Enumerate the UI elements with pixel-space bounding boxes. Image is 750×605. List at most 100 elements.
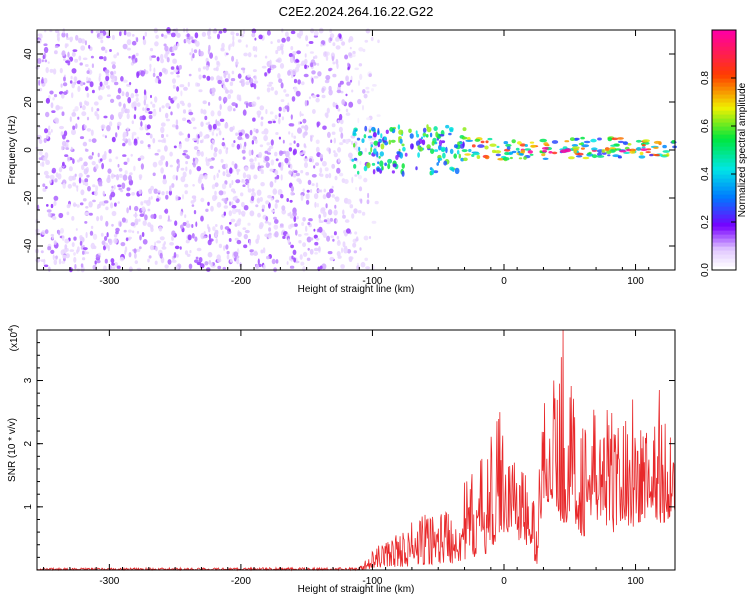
spectrogram-cell	[122, 79, 128, 83]
spectrogram-cell	[331, 185, 334, 189]
spectrogram-cell	[387, 163, 391, 170]
spectrogram-cell	[364, 125, 368, 132]
spectrogram-cell	[210, 110, 215, 117]
spectrogram-cell	[332, 101, 336, 108]
spectrogram-cell	[313, 35, 318, 38]
spectrogram-cell	[161, 139, 166, 143]
colorbar-step	[712, 226, 736, 231]
spectrogram-cell	[191, 39, 195, 44]
spectrogram-cell	[409, 133, 414, 139]
spectrogram-cell	[260, 182, 265, 187]
spectrogram-cell	[288, 170, 293, 175]
spectrogram-cell	[51, 110, 56, 113]
spectrogram-cell	[330, 235, 334, 239]
spectrogram-cell	[288, 131, 291, 135]
spectrogram-cell	[50, 102, 54, 109]
spectrogram-cell	[331, 163, 336, 169]
spectrogram-cell	[148, 111, 153, 115]
spectrogram-cell	[44, 229, 49, 235]
spectrogram-cell	[49, 174, 55, 180]
spectrogram-cell	[379, 151, 384, 157]
spectrogram-cell	[212, 226, 216, 231]
spectrogram-cell	[180, 90, 183, 97]
spectrogram-cell	[249, 249, 255, 253]
spectrogram-cell	[82, 105, 86, 111]
spectrogram-cell	[86, 70, 90, 74]
spectrogram-cell	[201, 186, 205, 191]
spectrogram-cell	[45, 67, 49, 74]
colorbar-step	[712, 170, 736, 175]
spectrogram-cell	[191, 195, 197, 199]
spectrogram-cell	[149, 224, 154, 230]
spectrogram-cell	[110, 191, 116, 198]
spectrogram-cell	[227, 93, 232, 100]
spectrogram-cell	[71, 68, 77, 74]
spectrogram-cell	[564, 148, 572, 153]
spectrogram-cell	[353, 157, 358, 161]
spectrogram-cell	[100, 158, 103, 162]
spectrogram-cell	[617, 156, 623, 159]
spectrogram-cell	[341, 41, 346, 46]
spectrogram-cell	[364, 147, 367, 153]
spectrogram-cell	[117, 87, 122, 94]
spectrogram-cell	[107, 244, 110, 252]
spectrogram-cell	[229, 81, 234, 87]
spectrogram-cell	[353, 143, 356, 148]
spectrogram-cell	[179, 246, 182, 250]
spectrogram-cell	[247, 222, 251, 226]
spectrogram-cell	[230, 258, 233, 263]
spectrogram-cell	[58, 258, 62, 265]
spectrogram-cell	[519, 143, 526, 147]
spectrogram-cell	[143, 99, 146, 106]
spectrogram-cell	[62, 134, 66, 140]
spectrogram-cell	[79, 235, 83, 240]
spectrogram-cell	[153, 67, 156, 74]
spectrogram-cell	[85, 206, 89, 209]
spectrogram-cell	[183, 39, 187, 44]
spectrogram-cell	[410, 143, 414, 150]
spectrogram-cell	[144, 31, 147, 37]
spectrogram-cell	[191, 48, 194, 53]
spectrogram-cell	[336, 251, 341, 257]
spectrogram-cell	[509, 156, 513, 160]
spectrogram-cell	[208, 44, 211, 52]
spectrogram-cell	[79, 202, 84, 206]
spectrogram-cell	[264, 220, 269, 224]
spectrogram-cell	[339, 142, 344, 146]
colorbar-step	[712, 186, 736, 191]
spectrogram-cell	[55, 105, 61, 110]
spectrogram-cell	[454, 167, 460, 175]
spectrogram-cell	[66, 37, 71, 40]
spectrogram-cell	[442, 152, 446, 159]
spectrogram-cell	[315, 139, 320, 145]
spectrogram-cell	[310, 62, 314, 68]
spectrogram-cell	[359, 73, 363, 80]
spectrogram-cell	[279, 63, 285, 69]
spectrogram-cell	[293, 135, 297, 139]
spectrogram-cell	[337, 119, 340, 123]
spectrogram-cell	[345, 108, 349, 113]
spectrogram-cell	[290, 123, 295, 127]
spectrogram-cell	[408, 128, 412, 133]
spectrogram-cell	[420, 136, 424, 140]
spectrogram-cell	[280, 194, 284, 199]
spectrogram-cell	[71, 92, 74, 99]
spectrogram-cell	[391, 170, 395, 174]
spectrogram-cell	[257, 162, 260, 167]
spectrogram-cell	[354, 67, 360, 71]
spectrogram-cell	[71, 82, 75, 89]
spectrogram-cell	[205, 122, 210, 125]
spectrogram-cell	[86, 116, 90, 121]
spectrogram-cell	[88, 155, 93, 160]
spectrogram-cell	[67, 51, 70, 58]
colorbar-step	[712, 82, 736, 87]
colorbar-step	[712, 254, 736, 259]
spectrogram-cell	[222, 84, 226, 90]
colorbar-label: Normalized spectral amplitude	[737, 82, 748, 217]
colorbar-gradient	[711, 29, 737, 271]
spectrogram-cell	[171, 230, 176, 237]
spectrogram-cell	[215, 133, 218, 137]
spectrogram-cell	[171, 124, 177, 128]
spectrogram-cell	[313, 228, 316, 232]
colorbar: 0.00.20.40.60.8 Normalized spectral ampl…	[700, 29, 748, 277]
